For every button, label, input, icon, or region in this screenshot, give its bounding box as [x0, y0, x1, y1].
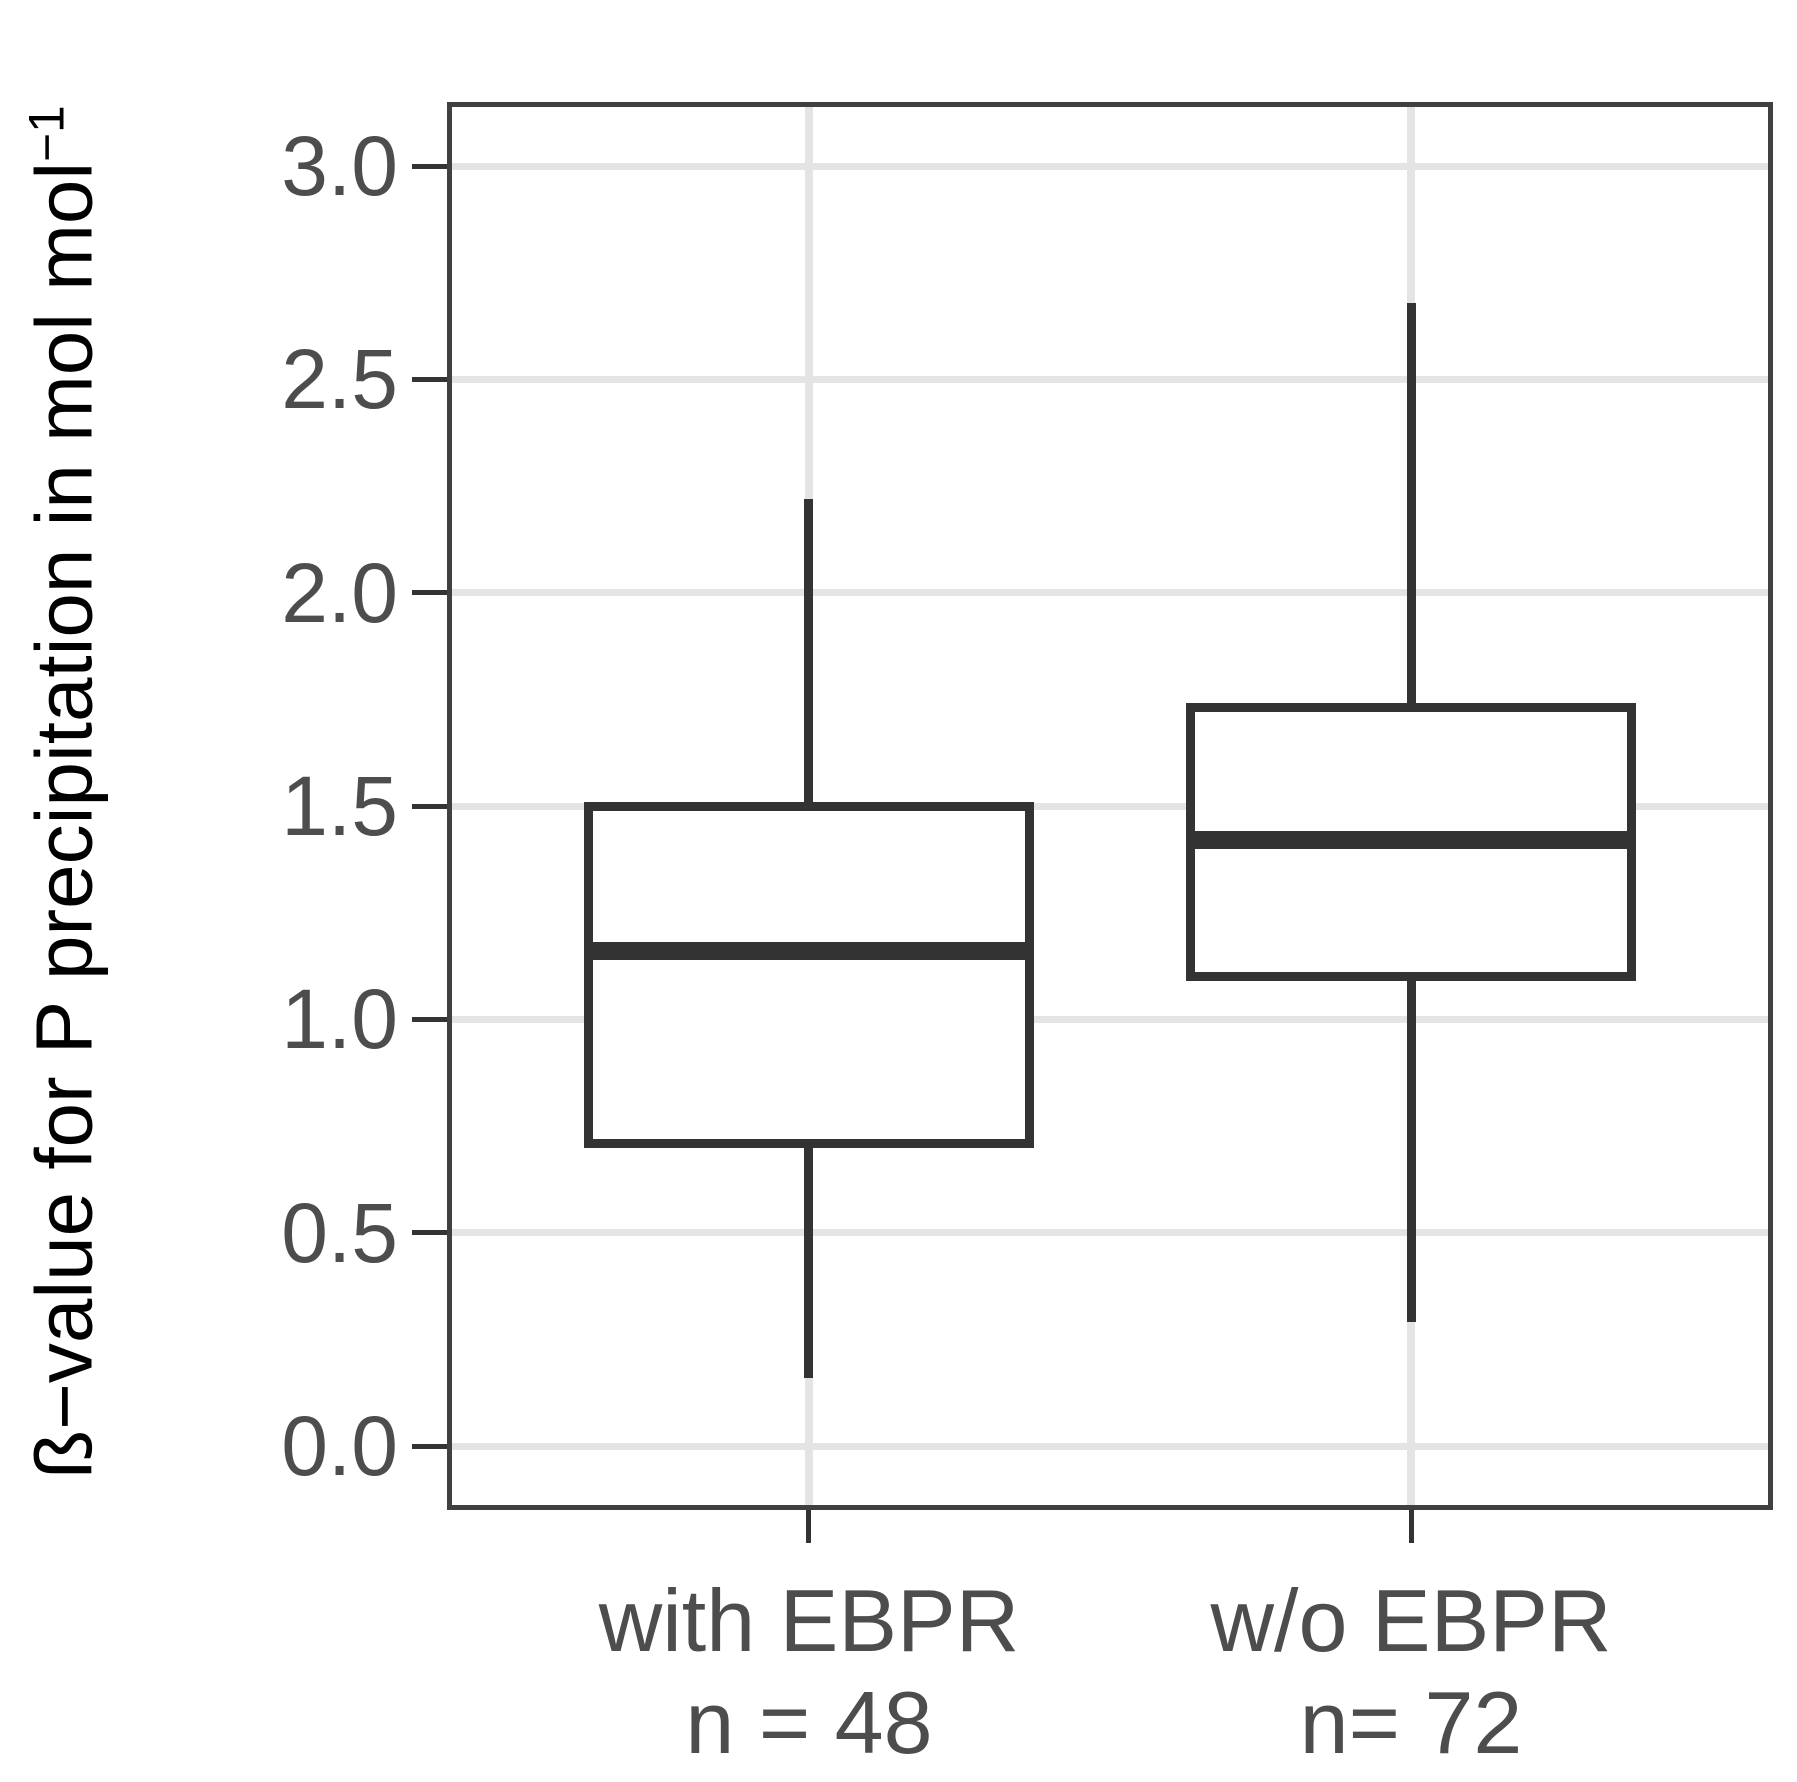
x-label-line1-with-ebpr: with EBPR [598, 1571, 1020, 1670]
x-label-wo-ebpr: w/o EBPR n= 72 [1031, 1570, 1791, 1774]
gridline-y-3.0 [447, 162, 1773, 170]
plot-panel [447, 102, 1773, 1510]
y-tick-2.0 [412, 590, 447, 596]
median-wo-ebpr [1185, 831, 1637, 850]
y-tick-label-1.0: 1.0 [281, 972, 398, 1067]
gridline-y-1.0 [447, 1015, 1773, 1023]
y-tick-0.5 [412, 1230, 447, 1236]
y-tick-label-2.5: 2.5 [281, 332, 398, 427]
y-tick-3.0 [412, 163, 447, 169]
gridline-y-2.5 [447, 375, 1773, 383]
y-tick-0.0 [412, 1443, 447, 1449]
median-with-ebpr [583, 942, 1035, 961]
x-label-line1-wo-ebpr: w/o EBPR [1210, 1571, 1612, 1670]
box-with-ebpr [583, 801, 1035, 1148]
gridline-y-0.5 [447, 1229, 1773, 1237]
x-label-line2-with-ebpr: n = 48 [685, 1673, 933, 1773]
y-axis-title-text: ß−value for P precipitation in mol mol [19, 161, 109, 1479]
y-tick-label-0.0: 0.0 [281, 1399, 398, 1493]
x-tick-with-ebpr [806, 1510, 812, 1543]
x-tick-wo-ebpr [1408, 1510, 1414, 1543]
x-label-line2-wo-ebpr: n= 72 [1299, 1673, 1523, 1773]
y-tick-2.5 [412, 376, 447, 382]
y-axis-title-superscript: −1 [18, 105, 75, 162]
gridline-y-0.0 [447, 1442, 1773, 1450]
gridline-y-2.0 [447, 589, 1773, 597]
y-axis-title: ß−value for P precipitation in mol mol−1 [18, 105, 111, 1478]
x-label-with-ebpr: with EBPR n = 48 [429, 1570, 1189, 1774]
gridline-y-1.5 [447, 802, 1773, 810]
y-tick-label-2.0: 2.0 [281, 545, 398, 640]
y-tick-label-0.5: 0.5 [281, 1185, 398, 1280]
y-tick-1.0 [412, 1016, 447, 1022]
y-tick-label-3.0: 3.0 [281, 119, 398, 213]
y-tick-1.5 [412, 803, 447, 809]
y-tick-label-1.5: 1.5 [281, 759, 398, 853]
